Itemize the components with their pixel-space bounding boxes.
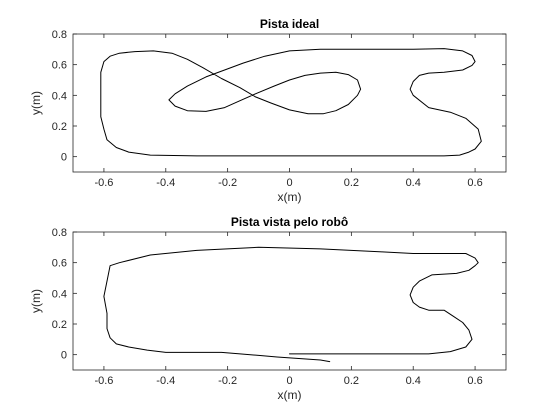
- plot-panel-1: -0.6 -0.4 -0.2 0 0.2 0.4 0.6 0 0.2 0.4 0.6 0.8 Pista…: [29, 17, 507, 204]
- y-tick-label: 0.4: [52, 90, 67, 102]
- y-tick-label: 0.8: [52, 29, 67, 41]
- x-tick-label: -0.4: [156, 177, 175, 189]
- x-tick-label: 0.6: [467, 375, 482, 387]
- chart-title: Pista ideal: [260, 17, 319, 31]
- x-tick-label: 0: [286, 375, 292, 387]
- axes-box: [72, 33, 507, 173]
- x-axis-label: x(m): [278, 388, 302, 402]
- y-tick-label: 0.6: [52, 60, 67, 72]
- x-tick-label: 0.4: [406, 375, 421, 387]
- chart-title: Pista vista pelo robô: [231, 215, 348, 229]
- x-tick-label: -0.6: [94, 177, 113, 189]
- x-tick-label: 0.2: [344, 375, 359, 387]
- x-tick-label: -0.4: [156, 375, 175, 387]
- y-tick-label: 0.2: [52, 121, 67, 133]
- y-axis-label: y(m): [29, 289, 43, 313]
- x-tick-label: -0.2: [218, 177, 237, 189]
- x-tick-label: 0.2: [344, 177, 359, 189]
- series-line: [103, 246, 479, 363]
- y-axis-label: y(m): [29, 91, 43, 115]
- y-tick-label: 0.2: [52, 319, 67, 331]
- y-tick-label: 0.4: [52, 288, 67, 300]
- series-line: [100, 48, 482, 157]
- y-tick-label: 0.6: [52, 258, 67, 270]
- plot-panel-2: -0.6 -0.4 -0.2 0 0.2 0.4 0.6 0 0.2 0.4 0.6 0.8 Pista…: [29, 215, 507, 402]
- x-tick-label: 0.4: [406, 177, 421, 189]
- x-tick-label: -0.6: [94, 375, 113, 387]
- x-tick-label: -0.2: [218, 375, 237, 387]
- axes-box: [72, 231, 507, 371]
- x-axis-label: x(m): [278, 190, 302, 204]
- x-tick-label: 0.6: [467, 177, 482, 189]
- y-tick-label: 0: [61, 152, 67, 164]
- y-tick-label: 0.8: [52, 227, 67, 239]
- y-tick-label: 0: [61, 350, 67, 362]
- x-tick-label: 0: [286, 177, 292, 189]
